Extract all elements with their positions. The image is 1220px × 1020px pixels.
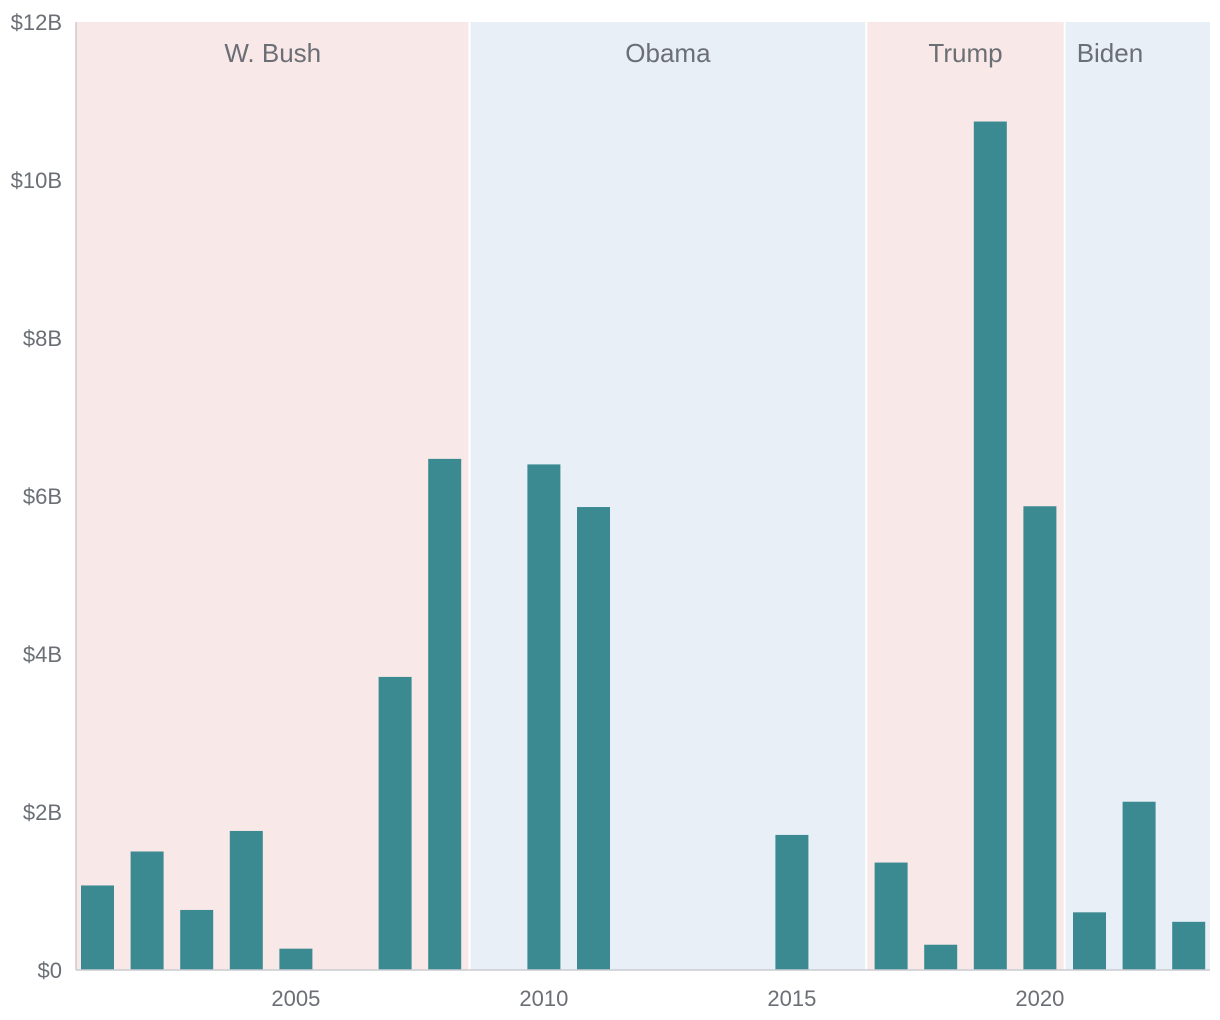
y-tick-label: $6B [23, 484, 62, 509]
bar-2023 [1172, 921, 1206, 970]
era-labels: W. Bush Obama Trump Biden [224, 38, 1143, 68]
bar-2007 [378, 676, 412, 970]
x-tick-label: 2015 [767, 986, 816, 1011]
y-tick-label: $4B [23, 642, 62, 667]
bar-2002 [130, 851, 164, 970]
bar-2021 [1073, 912, 1106, 970]
bar-2008 [428, 458, 462, 970]
axes: $0 $2B $4B $6B $8B $10B $12B 2005 2010 2015 2020 [11, 10, 1210, 1011]
bar-2011 [577, 507, 610, 970]
x-tick-label: 2010 [519, 986, 568, 1011]
bar-2005 [279, 948, 313, 970]
bar-2020 [1023, 506, 1057, 970]
era-label-obama: Obama [625, 38, 711, 68]
bar-2004 [229, 830, 263, 970]
y-tick-label: $0 [38, 958, 62, 983]
era-bands [76, 22, 1210, 970]
era-label-biden: Biden [1077, 38, 1144, 68]
y-tick-label: $2B [23, 800, 62, 825]
bars [81, 121, 1206, 971]
bar-2003 [180, 909, 214, 970]
era-label-trump: Trump [928, 38, 1002, 68]
x-tick-label: 2005 [271, 986, 320, 1011]
bar-2001 [81, 885, 114, 970]
bar-2010 [527, 464, 561, 970]
bar-2022 [1122, 801, 1156, 970]
bar-2017 [874, 862, 908, 970]
y-tick-label: $12B [11, 10, 62, 35]
bar-2019 [973, 121, 1007, 971]
x-tick-label: 2020 [1015, 986, 1064, 1011]
y-tick-label: $10B [11, 168, 62, 193]
bar-2015 [775, 834, 809, 970]
era-label-w-bush: W. Bush [224, 38, 321, 68]
y-tick-label: $8B [23, 326, 62, 351]
bar-2018 [924, 944, 958, 970]
